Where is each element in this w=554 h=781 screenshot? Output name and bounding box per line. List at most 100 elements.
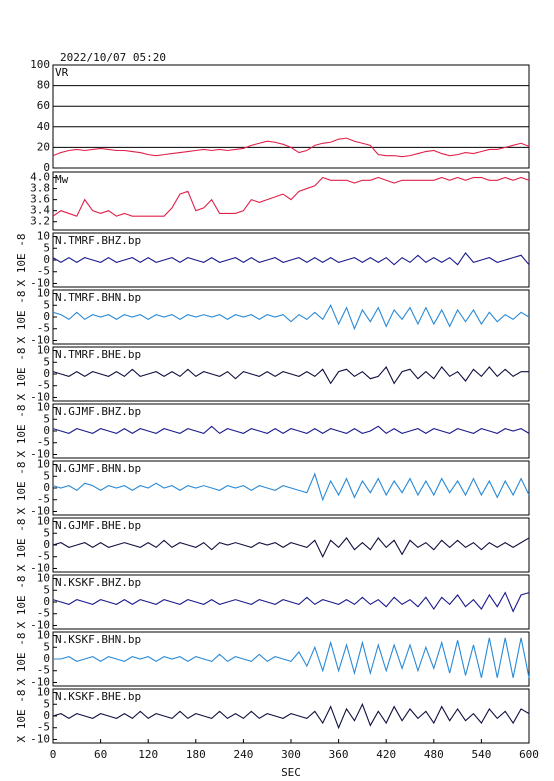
y-tick-label: 3.2	[30, 215, 50, 228]
panel-label: N.GJMF.BHN.bp	[55, 462, 141, 475]
y-tick-label: 0	[43, 595, 50, 608]
y-axis-label: X 10E -8	[15, 405, 28, 458]
panel-label: N.KSKF.BHZ.bp	[55, 576, 141, 589]
panel-label: N.TMRF.BHN.bp	[55, 291, 141, 304]
y-tick-label: -5	[37, 265, 50, 278]
y-tick-label: 40	[37, 120, 50, 133]
y-tick-label: -10	[30, 504, 50, 517]
y-tick-label: 10	[37, 686, 50, 699]
y-tick-label: -5	[37, 664, 50, 677]
x-tick-label: 420	[376, 748, 396, 761]
panel-frame	[52, 64, 530, 169]
x-tick-label: 120	[138, 748, 158, 761]
y-tick-label: 5	[43, 298, 50, 311]
trace	[53, 637, 530, 678]
y-tick-label: 5	[43, 697, 50, 710]
y-tick-label: 0	[43, 253, 50, 266]
y-tick-label: 0	[43, 310, 50, 323]
y-tick-label: -5	[37, 436, 50, 449]
y-tick-label: 3.6	[30, 193, 50, 206]
y-tick-label: 0	[43, 652, 50, 665]
y-tick-label: 4.0	[30, 171, 50, 184]
panel-label: Mw	[55, 173, 69, 186]
y-tick-label: 3.8	[30, 182, 50, 195]
panel-label: N.GJMF.BHE.bp	[55, 519, 141, 532]
panel-label: N.GJMF.BHZ.bp	[55, 405, 141, 418]
y-tick-label: 5	[43, 241, 50, 254]
trace	[52, 137, 530, 158]
y-tick-label: 10	[37, 458, 50, 471]
y-tick-label: 5	[43, 526, 50, 539]
x-tick-label: 360	[329, 748, 349, 761]
y-tick-label: 10	[37, 230, 50, 243]
y-tick-label: -10	[30, 732, 50, 745]
y-tick-label: 3.4	[30, 204, 50, 217]
y-tick-label: 100	[30, 58, 50, 71]
x-tick-label: 60	[94, 748, 107, 761]
y-tick-label: -5	[37, 721, 50, 734]
y-tick-label: 10	[37, 344, 50, 357]
y-tick-label: 0	[43, 709, 50, 722]
y-tick-label: -10	[30, 675, 50, 688]
y-tick-label: 5	[43, 412, 50, 425]
y-axis-label: X 10E -8	[15, 519, 28, 572]
y-axis-label: X 10E -8	[15, 291, 28, 344]
trace	[52, 425, 530, 435]
y-tick-label: -10	[30, 561, 50, 574]
y-tick-label: -10	[30, 390, 50, 403]
trace	[52, 176, 530, 217]
panel-label: N.TMRF.BHZ.bp	[55, 234, 141, 247]
y-tick-label: 80	[37, 79, 50, 92]
y-tick-label: -10	[30, 618, 50, 631]
panel-label: N.KSKF.BHN.bp	[55, 633, 141, 646]
x-tick-label: 300	[281, 748, 301, 761]
trace	[52, 537, 530, 559]
panel-label: N.TMRF.BHE.bp	[55, 348, 141, 361]
y-tick-label: -10	[30, 447, 50, 460]
trace	[52, 472, 530, 502]
y-tick-label: 10	[37, 287, 50, 300]
y-axis-label: X 10E -8	[15, 462, 28, 515]
y-tick-label: 10	[37, 401, 50, 414]
panel-frame	[52, 171, 530, 231]
x-axis-label: SEC	[281, 766, 301, 779]
y-tick-label: -5	[37, 550, 50, 563]
y-axis-label: X 10E -8	[15, 633, 28, 686]
y-axis-label: X 10E -8	[15, 690, 28, 743]
y-tick-label: 5	[43, 583, 50, 596]
y-tick-label: 20	[37, 140, 50, 153]
panel-label: VR	[55, 66, 69, 79]
y-tick-label: -10	[30, 333, 50, 346]
chart-title: 2022/10/07 05:20	[60, 51, 166, 64]
y-axis-label: X 10E -8	[15, 576, 28, 629]
y-tick-label: 5	[43, 355, 50, 368]
trace	[52, 304, 530, 331]
y-tick-label: 10	[37, 629, 50, 642]
x-tick-label: 480	[424, 748, 444, 761]
y-tick-label: 10	[37, 515, 50, 528]
y-tick-label: 5	[43, 469, 50, 482]
x-tick-label: 240	[233, 748, 253, 761]
y-tick-label: 0	[43, 481, 50, 494]
panel-label: N.KSKF.BHE.bp	[55, 690, 141, 703]
y-tick-label: -10	[30, 276, 50, 289]
y-tick-label: 0	[43, 538, 50, 551]
y-axis-label: X 10E -8	[15, 234, 28, 287]
trace	[52, 702, 530, 730]
y-tick-label: 10	[37, 572, 50, 585]
x-tick-label: 180	[186, 748, 206, 761]
x-tick-label: 600	[519, 748, 539, 761]
trace	[52, 365, 529, 385]
y-tick-label: 60	[37, 99, 50, 112]
trace	[52, 252, 530, 266]
y-tick-label: -5	[37, 493, 50, 506]
y-tick-label: 5	[43, 640, 50, 653]
y-tick-label: 0	[43, 424, 50, 437]
y-tick-label: -5	[37, 322, 50, 335]
x-tick-label: 0	[50, 748, 57, 761]
trace	[52, 591, 530, 613]
y-tick-label: -5	[37, 607, 50, 620]
y-tick-label: 0	[43, 161, 50, 174]
